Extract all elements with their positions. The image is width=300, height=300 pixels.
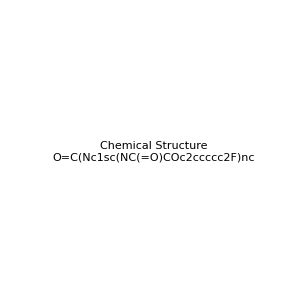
- Text: Chemical Structure
O=C(Nc1sc(NC(=O)COc2ccccc2F)nc: Chemical Structure O=C(Nc1sc(NC(=O)COc2c…: [52, 141, 255, 162]
